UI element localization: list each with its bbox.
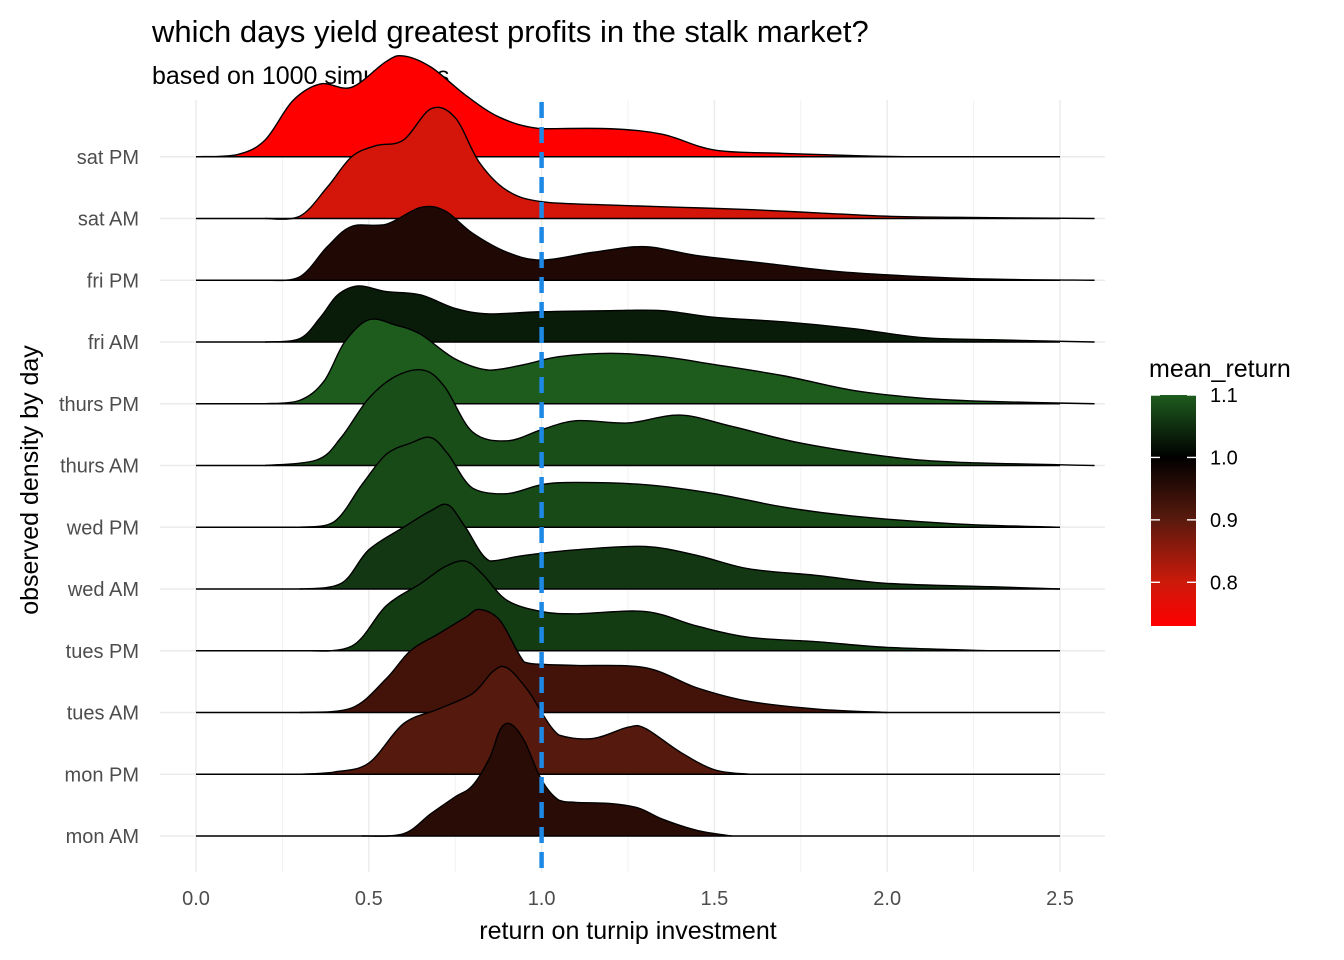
y-axis-title: observed density by day	[16, 345, 44, 615]
y-tick-labels: mon AM mon PM tues AM tues PM wed AM wed PM th…	[59, 147, 139, 848]
x-tick-label: 2.0	[873, 888, 901, 910]
ridge-outline	[299, 560, 991, 652]
ridge-outline	[299, 665, 750, 775]
ridge-outline	[299, 503, 1061, 590]
y-tick-label: sat AM	[78, 209, 139, 231]
y-tick-label: wed PM	[66, 517, 139, 539]
legend-colorbar	[1151, 395, 1196, 626]
y-tick-label: fri PM	[87, 270, 139, 292]
ridge-tues-am	[196, 608, 1060, 714]
y-tick-label: fri AM	[88, 332, 139, 354]
ridge-thurs-pm	[196, 318, 1095, 405]
x-tick-label: 1.0	[528, 888, 556, 910]
ridge-outline	[195, 54, 1060, 158]
ridge-fill	[265, 285, 1095, 342]
ridge-mon-am	[196, 722, 1060, 837]
legend-tick-label: 1.0	[1210, 447, 1238, 469]
ridge-mon-pm	[196, 665, 1060, 775]
y-tick-label: tues AM	[67, 703, 139, 725]
legend-ticks: 0.8 0.9 1.0 1.1	[1151, 385, 1238, 594]
x-tick-label: 1.5	[700, 888, 728, 910]
ridge-fill	[265, 319, 1095, 404]
ridge-fill	[265, 206, 1095, 281]
y-tick-label: mon PM	[65, 764, 139, 786]
y-tick-label: thurs AM	[60, 456, 139, 478]
ridges	[195, 54, 1095, 837]
y-tick-label: mon AM	[66, 826, 139, 848]
ridge-outline	[299, 436, 1061, 528]
ridge-outline	[361, 722, 732, 837]
ridge-wed-pm	[196, 436, 1061, 528]
x-tick-label: 0.5	[355, 888, 383, 910]
x-tick-labels: 0.0 0.5 1.0 1.5 2.0 2.5	[182, 888, 1074, 910]
ridge-wed-am	[196, 503, 1061, 590]
x-axis-title: return on turnip investment	[479, 917, 776, 945]
legend-tick-label: 1.1	[1210, 385, 1238, 407]
y-tick-label: wed AM	[67, 579, 139, 601]
legend-tick-label: 0.8	[1210, 572, 1238, 594]
ridge-outline	[265, 318, 1095, 405]
ridge-fill	[299, 437, 1060, 528]
ridge-outline	[299, 608, 888, 714]
ridge-fill	[265, 369, 1095, 466]
legend: mean_return 0.8 0.9 1.0 1.1	[1149, 355, 1291, 626]
ridge-fill	[265, 107, 1095, 220]
y-tick-label: tues PM	[66, 641, 139, 663]
ridge-fill	[299, 666, 749, 775]
ridge-fill	[299, 609, 888, 713]
chart-title: which days yield greatest profits in the…	[151, 14, 869, 49]
ridge-fill	[361, 723, 732, 837]
x-tick-label: 2.5	[1046, 888, 1074, 910]
legend-title: mean_return	[1149, 355, 1291, 383]
y-tick-label: thurs PM	[59, 394, 139, 416]
x-tick-label: 0.0	[182, 888, 210, 910]
ridge-fill	[299, 504, 1060, 589]
legend-tick-label: 0.9	[1210, 510, 1238, 532]
ridge-sat-am	[196, 106, 1095, 220]
y-tick-label: sat PM	[77, 147, 139, 169]
ridge-fri-am	[196, 285, 1095, 343]
ridge-outline	[265, 106, 1095, 220]
